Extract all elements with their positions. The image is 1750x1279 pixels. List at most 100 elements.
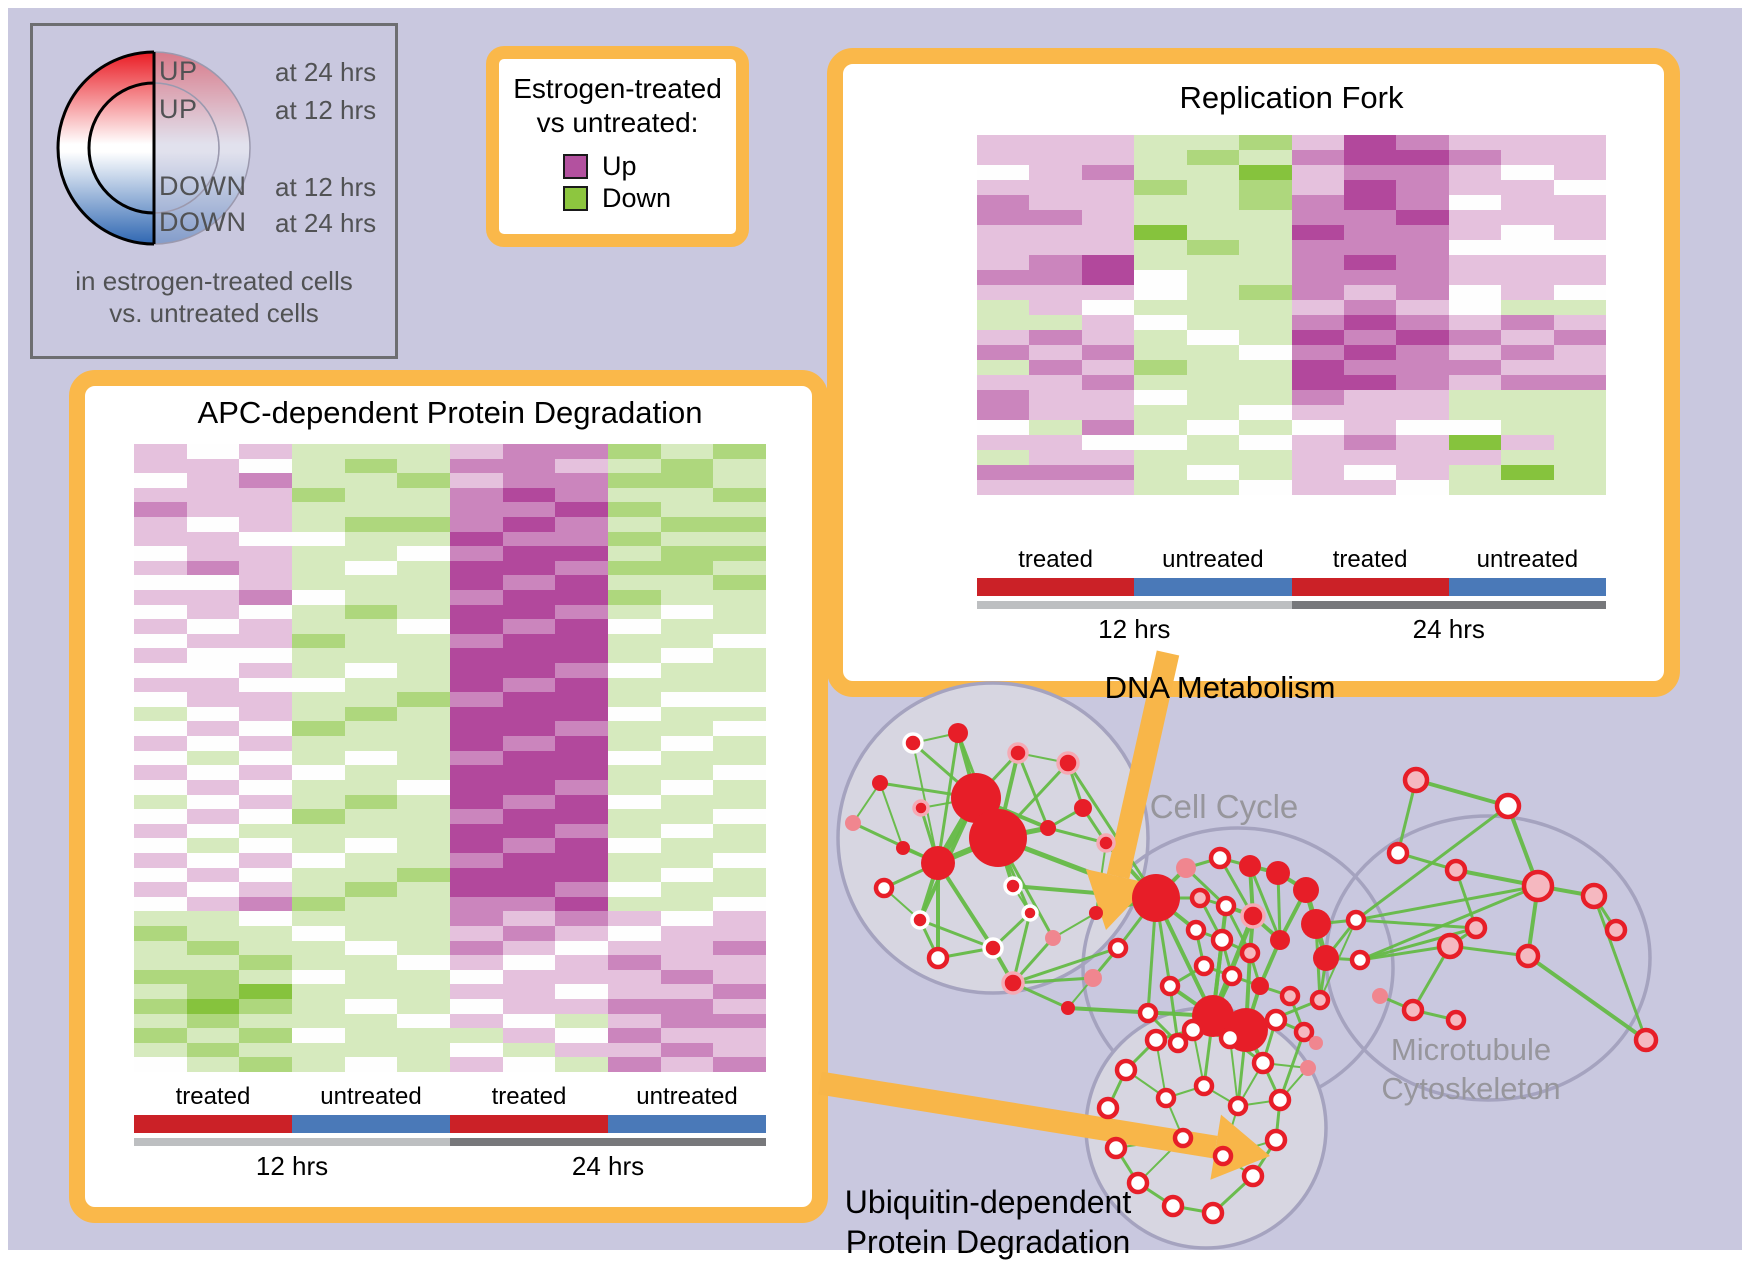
heatmap-cell — [450, 663, 503, 678]
ring-time-down-12: at 12 hrs — [275, 172, 377, 202]
heatmap-cell — [502, 1028, 556, 1043]
heatmap-cell — [1029, 465, 1082, 480]
heatmap-cell — [608, 765, 661, 780]
network-node — [1193, 1075, 1215, 1097]
heatmap-cell — [1343, 315, 1397, 330]
heatmap-cell — [555, 852, 608, 868]
heatmap-cell — [1134, 135, 1187, 150]
heatmap-cell — [344, 940, 398, 956]
heatmap-cell — [186, 575, 240, 591]
network-node — [1436, 932, 1464, 960]
heatmap-cell — [1291, 345, 1344, 360]
heatmap-cell — [239, 575, 292, 591]
heatmap-cell — [608, 867, 661, 883]
heatmap-cell — [555, 706, 608, 722]
heatmap-cell — [1081, 225, 1135, 240]
heatmap-cell — [134, 677, 187, 693]
heatmap-cell — [1081, 315, 1135, 330]
heatmap-cell — [134, 692, 187, 707]
heatmap-cell — [713, 867, 766, 883]
heatmap-cell — [502, 955, 556, 970]
heatmap-cell — [1343, 300, 1397, 315]
heatmap-cell — [397, 473, 450, 488]
heatmap-cell — [292, 648, 345, 664]
heatmap-cell — [713, 692, 766, 707]
heatmap-cell — [713, 998, 766, 1014]
heatmap-cell — [1239, 360, 1292, 375]
heatmap-cell — [397, 706, 450, 722]
heatmap-cell — [344, 706, 398, 722]
heatmap-cell — [344, 779, 398, 795]
heatmap-cell — [1029, 165, 1082, 180]
heatmap-cell — [660, 444, 714, 459]
heatmap-cell — [608, 911, 661, 926]
figure-background: { "colors": { "page_bg": "#c9c8df", "pan… — [8, 8, 1742, 1260]
heatmap-cell — [555, 736, 608, 751]
heatmap-cell — [1081, 180, 1135, 195]
heatmap-cell — [660, 560, 714, 576]
heatmap-cell — [239, 1028, 292, 1043]
heatmap-cell — [555, 969, 608, 985]
heatmap-cell — [450, 896, 503, 912]
heatmap-cell — [1029, 480, 1082, 495]
ring-label-up-12: UP — [159, 94, 198, 124]
heatmap-cell — [713, 677, 766, 693]
heatmap-cell — [608, 458, 661, 474]
heatmap-cell — [186, 969, 240, 985]
heatmap-cell — [239, 619, 292, 634]
heatmap-cell — [292, 823, 345, 839]
network-node — [873, 877, 895, 899]
heatmap-cell — [134, 955, 187, 970]
heatmap-cell — [608, 1042, 661, 1058]
heatmap-cell — [397, 823, 450, 839]
heatmap-cell — [397, 779, 450, 795]
timepoint-label: 12 hrs — [1098, 614, 1171, 644]
network-node — [1401, 998, 1425, 1022]
heatmap-cell — [1343, 135, 1397, 150]
heatmap-cell — [1081, 165, 1135, 180]
heatmap-cell — [186, 765, 240, 780]
heatmap-cell — [1448, 180, 1502, 195]
heatmap-cell — [292, 1028, 345, 1043]
heatmap-cell — [1501, 195, 1554, 210]
network-node — [1221, 965, 1243, 987]
heatmap-cell — [239, 590, 292, 605]
heatmap-cell — [1343, 225, 1397, 240]
heatmap-cell — [1553, 135, 1606, 150]
heatmap-cell — [1081, 195, 1135, 210]
heatmap-cell — [186, 473, 240, 488]
heatmap-cell — [397, 663, 450, 678]
heatmap-cell — [397, 838, 450, 853]
heatmap-cell — [450, 838, 503, 853]
heatmap-cell — [1134, 180, 1187, 195]
network-node — [1208, 846, 1232, 870]
heatmap-cell — [1134, 240, 1187, 255]
network-edge — [1359, 884, 1539, 962]
ring-time-up-24: at 24 hrs — [275, 57, 377, 87]
heatmap-cell — [186, 706, 240, 722]
network-node — [1084, 969, 1102, 987]
heatmap-cell — [1396, 480, 1449, 495]
heatmap-cell — [555, 619, 608, 634]
heatmap-cell — [977, 405, 1030, 420]
heatmap-cell — [344, 648, 398, 664]
heatmap-cell — [1553, 330, 1606, 345]
heatmap-cell — [239, 677, 292, 693]
heatmap-cell — [608, 706, 661, 722]
heatmap-cell — [292, 969, 345, 985]
heatmap-cell — [608, 736, 661, 751]
heatmap-cell — [608, 663, 661, 678]
heatmap-cell — [239, 721, 292, 737]
heatmap-cell — [186, 663, 240, 678]
heatmap-cell — [450, 998, 503, 1014]
heatmap-cell — [555, 663, 608, 678]
network-node — [1270, 930, 1290, 950]
heatmap-cell — [1134, 330, 1187, 345]
heatmap-cell — [608, 721, 661, 737]
heatmap-cell — [1396, 345, 1449, 360]
heatmap-cell — [1029, 255, 1082, 270]
heatmap-cell — [660, 473, 714, 488]
heatmap-cell — [397, 458, 450, 474]
heatmap-cell — [1501, 330, 1554, 345]
ring-caption-line2: vs. untreated cells — [109, 298, 319, 328]
